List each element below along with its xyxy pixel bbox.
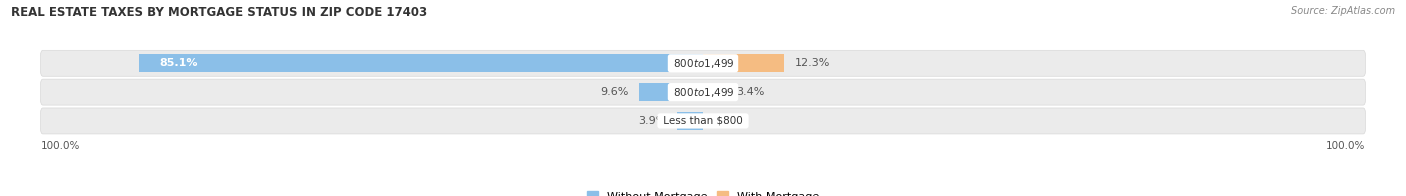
Text: Source: ZipAtlas.com: Source: ZipAtlas.com [1291, 6, 1395, 16]
Text: Less than $800: Less than $800 [659, 116, 747, 126]
FancyBboxPatch shape [41, 50, 1365, 76]
Text: 85.1%: 85.1% [159, 58, 198, 68]
FancyBboxPatch shape [41, 79, 1365, 105]
Text: REAL ESTATE TAXES BY MORTGAGE STATUS IN ZIP CODE 17403: REAL ESTATE TAXES BY MORTGAGE STATUS IN … [11, 6, 427, 19]
Bar [139, 54, 703, 72]
Text: 12.3%: 12.3% [794, 58, 831, 68]
Text: 9.6%: 9.6% [600, 87, 628, 97]
Legend: Without Mortgage, With Mortgage: Without Mortgage, With Mortgage [582, 187, 824, 196]
Text: $800 to $1,499: $800 to $1,499 [671, 86, 735, 99]
Bar [640, 83, 703, 101]
Text: $800 to $1,499: $800 to $1,499 [671, 57, 735, 70]
Text: 3.4%: 3.4% [737, 87, 765, 97]
Text: 100.0%: 100.0% [41, 141, 80, 151]
Bar [678, 112, 703, 130]
Text: 0.0%: 0.0% [714, 116, 742, 126]
Bar [703, 54, 785, 72]
FancyBboxPatch shape [41, 108, 1365, 134]
Bar [703, 83, 725, 101]
Text: 100.0%: 100.0% [1326, 141, 1365, 151]
Text: 3.9%: 3.9% [638, 116, 666, 126]
